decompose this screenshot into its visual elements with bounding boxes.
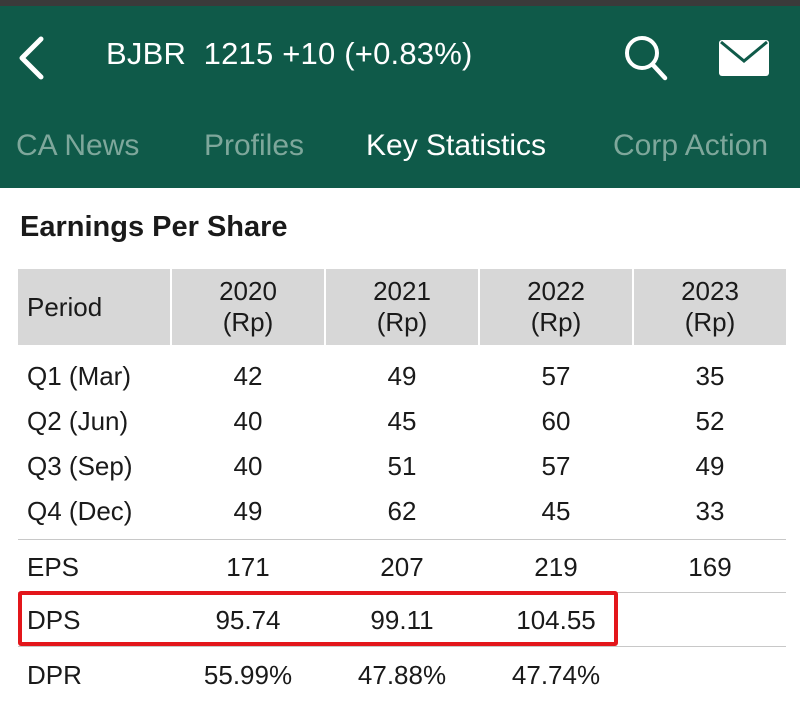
table-cell: 52	[695, 406, 725, 436]
app-header: BJBR 1215 +10 (+0.83%) CA News Profiles …	[0, 6, 800, 188]
table-cell: 207	[380, 552, 424, 582]
tab-ca-news[interactable]: CA News	[16, 129, 140, 162]
row-label: Q1 (Mar)	[27, 361, 131, 391]
table-cell: 45	[387, 406, 417, 436]
table-cell: 49	[695, 451, 725, 481]
table-cell: 47.74%	[511, 660, 601, 690]
table-cell: 49	[387, 361, 417, 391]
table-cell: 47.88%	[357, 660, 447, 690]
table-row: Q1 (Mar) 42 49 57 35	[18, 353, 786, 399]
table-cell: 104.55	[516, 605, 596, 635]
row-label: Q4 (Dec)	[27, 496, 133, 526]
column-header-2020: 2020 (Rp)	[172, 269, 324, 345]
table-row-dps: DPS 95.74 99.11 104.55	[18, 597, 786, 643]
table-cell: 57	[541, 361, 571, 391]
table-header-row: Period 2020 (Rp) 2021 (Rp) 2022 (Rp) 202…	[18, 269, 786, 345]
table-row-eps: EPS 171 207 219 169	[18, 544, 786, 590]
table-cell: 40	[233, 451, 263, 481]
stock-title: BJBR 1215 +10 (+0.83%)	[106, 36, 473, 71]
table-cell: 51	[387, 451, 417, 481]
table-row-dpr: DPR 55.99% 47.88% 47.74%	[18, 652, 786, 698]
search-button[interactable]	[618, 30, 674, 86]
table-cell: 45	[541, 496, 571, 526]
table-cell: 171	[226, 552, 270, 582]
mail-icon	[719, 40, 769, 76]
chevron-left-icon	[19, 36, 44, 80]
row-divider	[18, 539, 786, 540]
table-cell: 49	[233, 496, 263, 526]
section-title: Earnings Per Share	[20, 211, 288, 243]
table-cell: 219	[534, 552, 578, 582]
column-header-2021: 2021 (Rp)	[326, 269, 478, 345]
table-cell: 60	[541, 406, 571, 436]
search-icon	[625, 36, 668, 81]
dps-highlight-box	[18, 591, 618, 646]
table-row: Q2 (Jun) 40 45 60 52	[18, 398, 786, 444]
table-cell: 62	[387, 496, 417, 526]
table-cell: 35	[695, 361, 725, 391]
tab-key-statistics[interactable]: Key Statistics	[366, 129, 547, 162]
table-cell: 57	[541, 451, 571, 481]
row-label: EPS	[27, 552, 80, 582]
row-divider	[18, 646, 786, 647]
tab-bar: CA News Profiles Key Statistics Corp Act…	[0, 124, 800, 180]
table-cell: 55.99%	[203, 660, 293, 690]
row-label: Q2 (Jun)	[27, 406, 129, 436]
mail-button[interactable]	[712, 30, 776, 86]
tab-profiles[interactable]: Profiles	[204, 129, 305, 162]
table-cell: 42	[233, 361, 263, 391]
table-row: Q3 (Sep) 40 51 57 49	[18, 443, 786, 489]
table-row: Q4 (Dec) 49 62 45 33	[18, 488, 786, 534]
table-cell: 33	[695, 496, 725, 526]
row-label: DPR	[27, 660, 82, 690]
row-label: Q3 (Sep)	[27, 451, 133, 481]
column-header-period: Period	[18, 269, 170, 345]
table-cell	[634, 652, 786, 698]
table-cell: 169	[688, 552, 732, 582]
table-cell	[634, 597, 786, 643]
row-label: DPS	[27, 605, 81, 635]
table-cell: 95.74	[215, 605, 281, 635]
column-header-2023: 2023 (Rp)	[634, 269, 786, 345]
column-header-2022: 2022 (Rp)	[480, 269, 632, 345]
status-strip	[0, 0, 800, 6]
tab-corp-action[interactable]: Corp Action	[613, 129, 769, 162]
back-button[interactable]	[6, 28, 56, 88]
table-cell: 40	[233, 406, 263, 436]
table-cell: 99.11	[370, 605, 434, 635]
